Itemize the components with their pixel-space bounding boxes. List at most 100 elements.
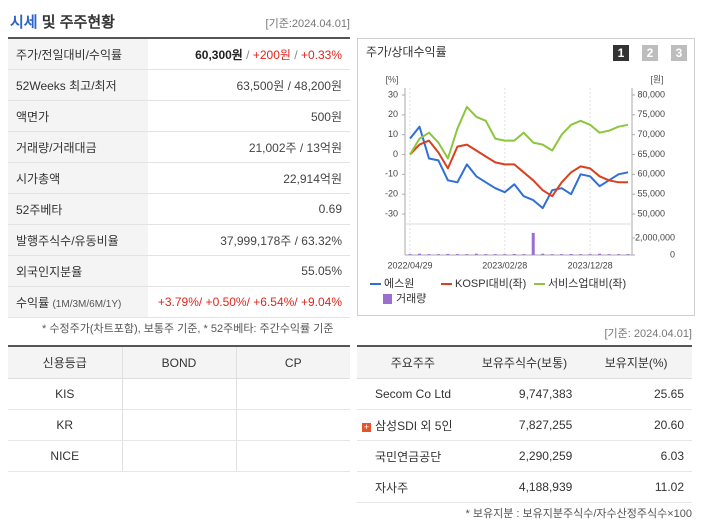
y-tick-label: 30: [388, 89, 398, 99]
y-tick-label: -20: [385, 189, 398, 199]
volume-bar: [522, 254, 526, 255]
y2-tick-label: 80,000: [637, 89, 665, 99]
y-tick-label: 0: [393, 149, 398, 159]
value-text: 0.69: [318, 202, 342, 216]
summary-row: 액면가 500원: [8, 100, 350, 132]
holder-row: 국민연금공단 2,290,259 6.03: [357, 440, 692, 472]
value-text: 22,914억원: [283, 171, 342, 186]
axis-unit: [원]: [650, 74, 663, 84]
row-value: 37,999,178주 / 63.32%: [148, 224, 350, 256]
cell: 2,290,259: [468, 440, 581, 472]
summary-row: 주가/전일대비/수익률 60,300원 / +200원 / +0.33%: [8, 38, 350, 70]
value-part: +200원: [252, 47, 291, 62]
y2-tick-label: 65,000: [637, 149, 665, 159]
row-value: 500원: [148, 100, 350, 132]
cell: + 삼성SDI 외 5인: [357, 409, 469, 441]
credit-row: NICE: [8, 440, 350, 472]
y2-tick-label: 70,000: [637, 129, 665, 139]
cell: 9,747,383: [468, 378, 581, 410]
row-value: 63,500원 / 48,200원: [148, 69, 350, 101]
cell: [122, 409, 237, 441]
cell-text: 4,188,939: [518, 480, 573, 494]
tab-button[interactable]: [613, 45, 629, 61]
cell-text: Secom Co Ltd: [375, 387, 452, 401]
volume-bar: [503, 254, 507, 255]
summary-row: 52Weeks 최고/최저 63,500원 / 48,200원: [8, 69, 350, 101]
holder-row: + 삼성SDI 외 5인 7,827,255 20.60: [357, 409, 692, 441]
y3-tick-label: 2,000,000: [635, 232, 675, 242]
cell-text: 삼성SDI 외 5인: [375, 418, 453, 433]
row-label: 52Weeks 최고/최저: [8, 69, 148, 101]
cell: 11.02: [580, 471, 692, 503]
summary-row: 발행주식수/유동비율 37,999,178주 / 63.32%: [8, 224, 350, 256]
row-value: +3.79%/ +0.50%/ +6.54%/ +9.04%: [148, 286, 350, 318]
row-label: 외국인지분율: [8, 255, 148, 287]
expand-icon[interactable]: +: [362, 421, 371, 432]
holder-row: Secom Co Ltd 9,747,383 25.65: [357, 378, 692, 410]
cell: [236, 440, 350, 472]
series-line: [409, 105, 629, 160]
tab-button[interactable]: [642, 45, 658, 61]
cell: Secom Co Ltd: [357, 378, 469, 410]
y-tick-label: 20: [388, 109, 398, 119]
x-tick-label: 2022/04/29: [387, 260, 432, 270]
tab-button[interactable]: [671, 45, 687, 61]
column-header: 신용등급: [8, 346, 123, 379]
volume-bar: [427, 254, 431, 255]
cell-text: 25.65: [653, 387, 684, 401]
tab-label[interactable]: 1: [618, 46, 625, 60]
y2-tick-label: 50,000: [637, 208, 665, 218]
value-text: 55.05%: [301, 264, 342, 278]
tab-label[interactable]: 3: [676, 46, 683, 60]
volume-bar: [484, 254, 488, 255]
legend-label: KOSPI대비(좌): [455, 277, 526, 290]
volume-bar: [493, 254, 497, 255]
volume-bar: [626, 254, 630, 255]
legend-swatch: [383, 294, 392, 304]
label-text: 거래량/거래대금: [16, 140, 97, 155]
credit-row: KIS: [8, 378, 350, 410]
cell-text: 9,747,383: [518, 387, 573, 401]
label-text: 주가/전일대비/수익률: [16, 47, 123, 62]
series-line: [409, 125, 629, 210]
value-text: 21,002주 / 13억원: [248, 140, 342, 155]
x-tick-label: 2023/02/28: [482, 260, 527, 270]
title-highlight: 시세: [10, 14, 38, 31]
series-line: [409, 139, 628, 198]
volume-bar: [541, 253, 545, 255]
cell: 4,188,939: [468, 471, 581, 503]
volume-bar: [598, 253, 602, 255]
cell-text: 11.02: [654, 480, 684, 494]
column-header: CP: [236, 346, 350, 379]
credit-table: 신용등급 BOND CP KIS KR NICE: [8, 345, 350, 472]
credit-row: KR: [8, 409, 350, 441]
cell: [236, 378, 350, 410]
label-text: 액면가: [16, 109, 50, 124]
value-part: 60,300원: [195, 47, 243, 62]
volume-bar: [436, 254, 440, 255]
summary-row: 거래량/거래대금 21,002주 / 13억원: [8, 131, 350, 163]
row-value: 55.05%: [148, 255, 350, 287]
cell: 20.60: [580, 409, 692, 441]
label-sub: (1M/3M/6M/1Y): [52, 298, 122, 310]
row-label: 액면가: [8, 100, 148, 132]
cell: [122, 378, 237, 410]
row-value: 0.69: [148, 193, 350, 225]
cell: 자사주: [357, 471, 469, 503]
agency: KR: [56, 418, 74, 432]
cell-text: 자사주: [375, 480, 409, 495]
column-header: 보유주식수(보통): [468, 346, 581, 379]
holders-table: 주요주주 보유주식수(보통) 보유지분(%) Secom Co Ltd 9,747,38…: [357, 345, 692, 503]
row-label: 주가/전일대비/수익률: [8, 38, 148, 70]
legend-label: 에스원: [384, 277, 414, 290]
volume-bar: [531, 232, 535, 255]
tab-label[interactable]: 2: [647, 46, 654, 60]
y2-tick-label: 55,000: [637, 189, 665, 199]
cell: KR: [8, 409, 123, 441]
row-value: 60,300원 / +200원 / +0.33%: [148, 38, 350, 70]
legend-label: 거래량: [396, 292, 426, 305]
value-text: 63,500원 / 48,200원: [236, 78, 343, 93]
volume-bar: [455, 254, 459, 255]
cell-text: 국민연금공단: [375, 449, 442, 464]
